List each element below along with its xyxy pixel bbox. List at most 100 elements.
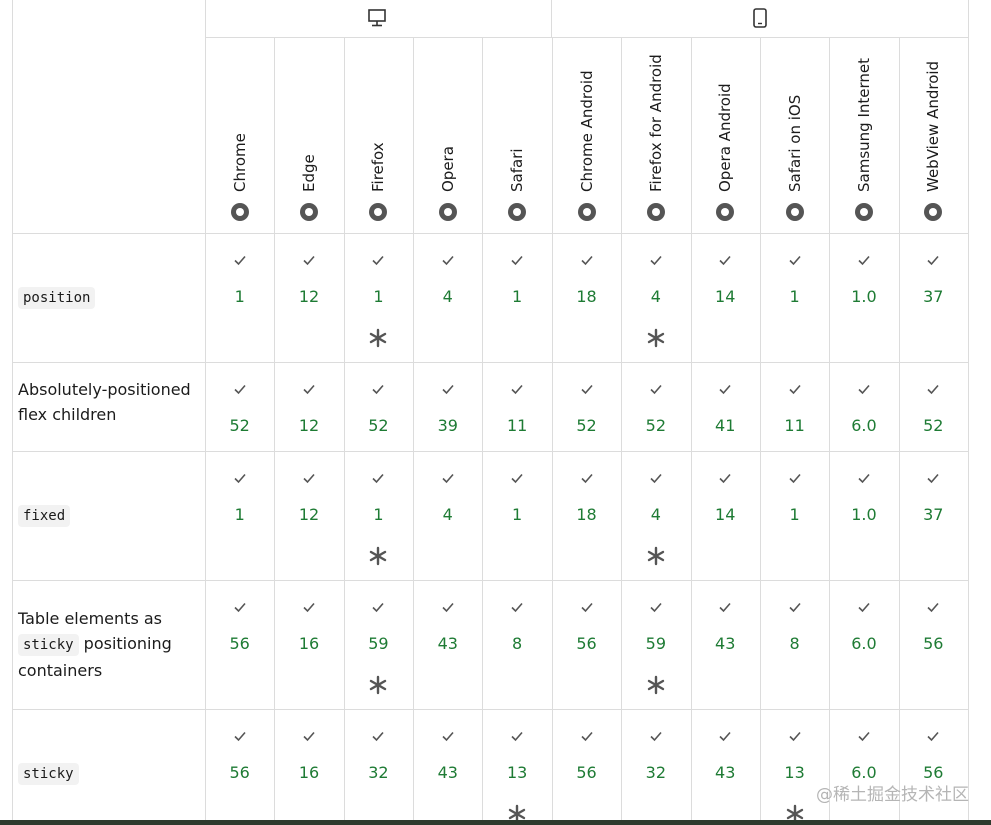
check-icon-svg xyxy=(789,255,801,266)
check-icon-svg xyxy=(719,602,731,613)
version: 4 xyxy=(442,287,453,306)
browser-name: Samsung Internet xyxy=(854,57,873,192)
border xyxy=(829,37,830,820)
check-icon xyxy=(788,381,802,395)
browser-icon xyxy=(299,202,319,222)
check-icon-svg xyxy=(511,384,523,395)
check-icon-svg xyxy=(442,602,454,613)
version: 1 xyxy=(373,505,384,524)
version: 1 xyxy=(373,287,384,306)
border xyxy=(12,580,968,581)
version: 56 xyxy=(923,763,944,782)
check-icon-svg xyxy=(372,255,385,266)
check-icon xyxy=(926,599,940,613)
border xyxy=(899,37,900,820)
bottom-bar xyxy=(0,820,991,825)
version: 4 xyxy=(650,287,661,306)
version: 4 xyxy=(442,505,453,524)
check-icon-svg xyxy=(789,731,801,742)
check-icon-svg xyxy=(858,384,870,395)
check-icon-svg xyxy=(650,602,662,613)
check-icon-svg xyxy=(372,731,385,742)
browser-name: Safari xyxy=(508,148,527,192)
check-icon-svg xyxy=(650,473,662,484)
version: 8 xyxy=(789,634,800,653)
check-icon-svg xyxy=(234,255,246,266)
check-icon-svg xyxy=(580,731,593,742)
check-icon xyxy=(302,252,316,266)
check-icon-svg xyxy=(580,473,593,484)
check-icon-svg xyxy=(442,731,454,742)
check-icon xyxy=(788,599,802,613)
version: 12 xyxy=(298,287,320,306)
check-icon xyxy=(718,599,732,613)
note-icon-svg xyxy=(370,675,387,695)
check-icon-svg xyxy=(858,473,870,484)
desktop-icon xyxy=(367,8,387,28)
check-icon xyxy=(580,599,594,613)
check-icon xyxy=(233,252,247,266)
check-icon xyxy=(441,470,455,484)
check-icon xyxy=(302,381,316,395)
border xyxy=(482,37,483,820)
browser-icon xyxy=(923,202,943,222)
border xyxy=(968,0,969,820)
check-icon-svg xyxy=(580,255,593,266)
version: 13 xyxy=(784,763,805,782)
border xyxy=(691,37,692,820)
check-icon xyxy=(857,728,871,742)
check-icon-svg xyxy=(719,731,731,742)
check-icon xyxy=(718,252,732,266)
check-icon xyxy=(441,599,455,613)
check-icon xyxy=(441,381,455,395)
check-icon-svg xyxy=(858,731,870,742)
check-icon-svg xyxy=(789,602,801,613)
version: 56 xyxy=(923,634,944,653)
check-icon xyxy=(788,470,802,484)
version: 1.0 xyxy=(851,505,877,524)
note-icon-svg xyxy=(647,328,665,348)
version: 52 xyxy=(645,416,667,435)
desktop-icon-svg xyxy=(368,9,386,27)
check-icon xyxy=(510,470,524,484)
check-icon-svg xyxy=(442,255,454,266)
version: 12 xyxy=(298,505,320,524)
border xyxy=(12,362,968,363)
check-icon-svg xyxy=(303,384,315,395)
browser-icon-svg xyxy=(508,203,527,221)
check-icon xyxy=(718,381,732,395)
version: 14 xyxy=(715,505,736,524)
note-icon xyxy=(507,804,527,820)
note-icon xyxy=(368,675,388,695)
check-icon-svg xyxy=(789,384,801,395)
check-icon-svg xyxy=(580,602,593,613)
check-icon-svg xyxy=(234,384,246,395)
check-icon-svg xyxy=(234,473,246,484)
browser-icon-svg xyxy=(438,203,457,221)
version: 52 xyxy=(576,416,597,435)
code-label: sticky xyxy=(18,634,79,656)
version: 1 xyxy=(789,287,800,306)
check-icon xyxy=(926,470,940,484)
version: 52 xyxy=(368,416,389,435)
browser-icon xyxy=(577,202,597,222)
code-label: sticky xyxy=(18,763,79,785)
version: 1 xyxy=(789,505,800,524)
border xyxy=(621,37,622,820)
check-icon xyxy=(788,728,802,742)
version: 1 xyxy=(234,287,245,306)
check-icon xyxy=(510,252,524,266)
check-icon xyxy=(580,252,594,266)
check-icon xyxy=(649,381,663,395)
version: 1 xyxy=(512,287,523,306)
version: 1 xyxy=(234,505,245,524)
check-icon-svg xyxy=(789,473,801,484)
version: 39 xyxy=(437,416,458,435)
border xyxy=(12,451,968,452)
note-icon-svg xyxy=(370,546,387,566)
version: 52 xyxy=(229,416,250,435)
version: 12 xyxy=(298,416,320,435)
browser-icon xyxy=(230,202,250,222)
check-icon-svg xyxy=(511,255,523,266)
